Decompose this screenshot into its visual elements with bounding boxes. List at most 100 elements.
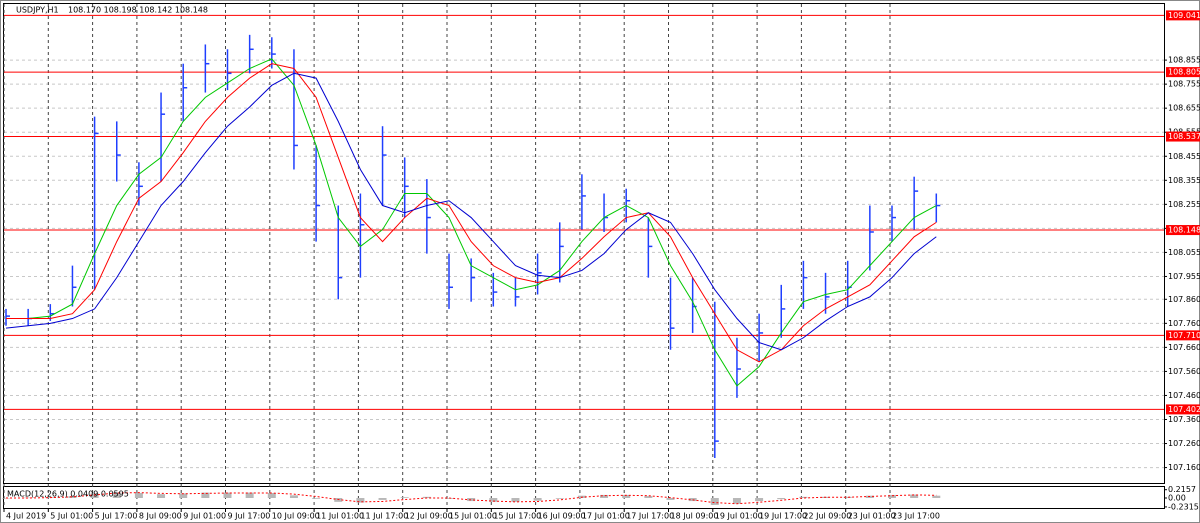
x-tick-label: 23 Jul 01:00 [848,512,896,521]
x-tick-label: 8 Jul 09:00 [139,512,182,521]
y-tick-label: 107.955 [1168,272,1200,281]
macd-bar [68,496,77,498]
x-tick-label: 19 Jul 01:00 [715,512,763,521]
macd-bar [24,497,33,499]
quote: 108.170 108.198 108.142 108.148 [68,6,208,15]
x-tick-label: 4 Jul 2019 [6,512,46,521]
level-label-bg [1166,330,1200,341]
macd-bar [356,498,365,503]
macd-bar [267,493,276,498]
x-tick-label: 22 Jul 09:00 [803,512,851,521]
macd-bar [157,494,166,498]
level-label: 107.710 [1168,331,1200,340]
macd-bar [422,496,431,498]
x-tick-label: 12 Jul 09:00 [405,512,453,521]
y-tick-label: 108.655 [1168,104,1200,113]
macd-title: MACD(12,26,9) 0.0409 0.0595 [7,490,129,499]
macd-bar [378,498,387,500]
symbol: USDJPY,H1 [16,6,59,15]
level-label: 109.041 [1168,11,1200,20]
macd-bar [201,492,210,498]
x-tick-label: 18 Jul 09:00 [671,512,719,521]
macd-bar [533,498,542,501]
macd-bar [755,498,764,502]
x-tick-label: 9 Jul 17:00 [228,512,271,521]
macd-bar [289,495,298,498]
macd-bar [312,498,321,499]
x-tick-label: 17 Jul 01:00 [582,512,630,521]
y-tick-label: 108.855 [1168,56,1200,65]
macd-bar [644,496,653,498]
macd-bar [710,498,719,505]
macd-bar [223,492,232,498]
level-label-bg [1166,404,1200,415]
level-label-bg [1166,131,1200,142]
macd-signal [6,492,937,505]
macd-bar [799,496,808,498]
y-tick-label: 108.055 [1168,248,1200,257]
x-tick-label: 5 Jul 01:00 [50,512,93,521]
x-tick-label: 15 Jul 17:00 [493,512,541,521]
macd-bar [489,498,498,502]
macd-bar [777,498,786,500]
y-tick-label: 108.255 [1168,200,1200,209]
x-tick-label: 15 Jul 01:00 [449,512,497,521]
level-label: 108.537 [1168,132,1200,141]
macd-bar [179,493,188,498]
y-tick-label: -0.2315 [1168,502,1199,511]
macd-bar [843,496,852,498]
macd-bar [245,492,254,498]
level-label-bg [1166,225,1200,236]
macd-bar [467,498,476,502]
x-tick-label: 23 Jul 17:00 [892,512,940,521]
level-label: 107.402 [1168,405,1200,414]
y-tick-label: 108.455 [1168,152,1200,161]
x-tick-label: 11 Jul 01:00 [316,512,364,521]
macd-bar [112,492,121,498]
macd-bar [910,494,919,498]
macd-bar [622,494,631,498]
y-tick-label: 107.560 [1168,367,1200,376]
macd-bar [400,497,409,498]
y-tick-label: 107.160 [1168,463,1200,472]
moving-average [5,72,937,351]
level-label-bg [1166,67,1200,78]
y-tick-label: 108.355 [1168,176,1200,185]
y-tick-label: 0.00 [1168,494,1186,503]
level-label: 108.148 [1168,226,1200,235]
level-label: 108.805 [1168,68,1200,77]
macd-bar [555,498,564,499]
macd-bar [732,498,741,504]
plot-layer [2,14,1164,505]
x-tick-label: 16 Jul 09:00 [538,512,586,521]
x-tick-label: 17 Jul 17:00 [626,512,674,521]
y-tick-label: 107.460 [1168,391,1200,400]
level-label-bg [1166,10,1200,21]
macd-bar [932,495,941,498]
y-tick-label: 108.755 [1168,80,1200,89]
macd-bar [888,494,896,498]
macd-bar [511,498,520,502]
y-tick-label: 107.860 [1168,295,1200,304]
macd-bar [600,494,609,498]
y-tick-label: 107.760 [1168,319,1200,328]
x-tick-label: 19 Jul 17:00 [759,512,807,521]
x-tick-label: 11 Jul 17:00 [360,512,408,521]
x-tick-label: 10 Jul 09:00 [272,512,320,521]
x-tick-label: 9 Jul 01:00 [183,512,226,521]
macd-bar [134,493,143,498]
macd-bar [666,498,675,500]
macd-bar [445,498,453,499]
macd-bar [90,493,99,498]
y-tick-label: 107.360 [1168,415,1200,424]
y-tick-label: 0.2157 [1168,485,1196,494]
moving-average [6,58,937,387]
grid-layer [3,4,1167,512]
price-panel [3,3,1165,484]
y-tick-label: 107.660 [1168,343,1200,352]
x-tick-label: 5 Jul 17:00 [95,512,138,521]
y-tick-label: 107.260 [1168,439,1200,448]
text-layer: 108.855108.755108.655108.555108.455108.3… [6,10,1200,521]
